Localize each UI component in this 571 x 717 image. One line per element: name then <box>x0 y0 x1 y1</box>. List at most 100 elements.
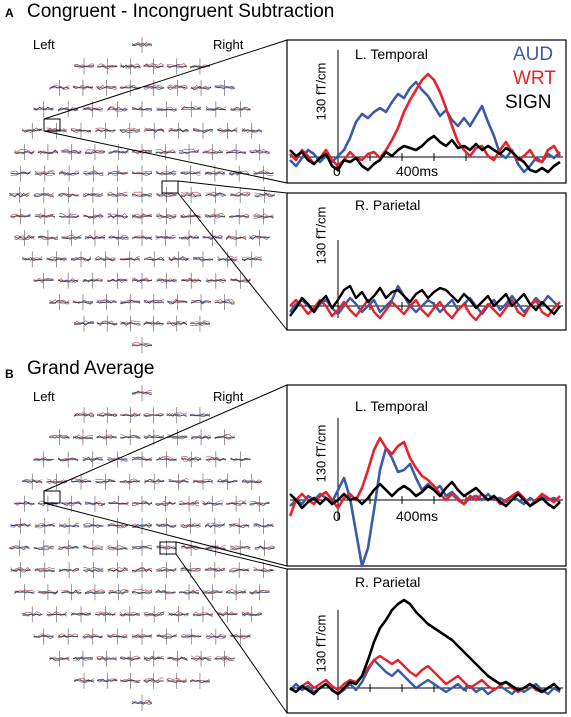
sensor-glyph <box>204 517 226 534</box>
sensor-glyph <box>214 650 235 667</box>
inset-b-parietal-region: R. Parietal <box>355 574 421 590</box>
sensor-glyph <box>181 272 202 289</box>
sensor-glyph <box>225 144 247 161</box>
sensor-glyph <box>49 79 70 96</box>
sensor-glyph <box>14 229 35 246</box>
sensor-glyph <box>37 584 59 601</box>
sensor-glyph <box>107 272 128 289</box>
sensor-glyph <box>178 144 200 161</box>
panel-b-left-label: Left <box>33 389 55 404</box>
sensor-glyph <box>241 606 262 623</box>
sensor-glyph <box>82 272 103 289</box>
sensor-glyph <box>168 473 189 490</box>
sensor-glyph <box>107 165 128 182</box>
sensor-glyph <box>241 473 262 490</box>
sensor-glyph <box>180 562 201 579</box>
sensor-glyph <box>58 165 80 182</box>
ylabel-wrap: 130 fT/cm <box>313 600 329 710</box>
zoom-box-a-parietal <box>161 180 179 194</box>
inset-b-temporal-region: L. Temporal <box>355 398 428 414</box>
sensor-glyph <box>14 144 35 161</box>
sensor-glyph <box>254 187 275 203</box>
sensor-glyph <box>73 315 95 332</box>
sensor-glyph <box>241 251 262 268</box>
sensor-glyph <box>61 495 82 512</box>
inset-b-parietal-ylabel: 130 fT/cm <box>313 614 329 673</box>
sensor-glyph <box>22 251 43 268</box>
sensor-glyph <box>131 540 153 556</box>
sensor-glyph <box>120 672 141 689</box>
sensor-glyph <box>168 122 189 139</box>
inset-b-temporal-ylabel: 130 fT/cm <box>313 424 329 483</box>
sensor-glyph <box>34 165 56 182</box>
sensor-glyph <box>230 272 251 289</box>
sensor-glyph <box>120 315 141 332</box>
sensor-glyph <box>108 144 129 161</box>
sensor-glyph <box>190 79 212 96</box>
sensor-glyph <box>217 251 238 268</box>
sensor-glyph <box>228 208 250 225</box>
sensor-glyph <box>96 429 117 446</box>
sensor-glyph <box>57 628 79 645</box>
sensor-glyph <box>156 272 177 289</box>
sensor-glyph <box>167 79 188 96</box>
sensor-glyph <box>155 495 176 512</box>
sensor-glyph <box>14 584 35 601</box>
sensor-glyph <box>230 451 251 468</box>
sensor-glyph <box>70 251 92 268</box>
sensor-glyph <box>180 540 202 556</box>
sensor-glyph <box>156 187 177 203</box>
sensor-glyph <box>33 451 54 468</box>
sensor-glyph <box>192 473 214 490</box>
sensor-glyph <box>131 208 153 225</box>
sensor-glyph <box>119 251 141 268</box>
sensor-glyph <box>22 473 43 490</box>
sensor-glyph <box>180 517 201 534</box>
sensor-glyph <box>204 562 226 579</box>
sensor-glyph <box>131 451 153 468</box>
sensor-glyph <box>33 540 54 556</box>
sensor-glyph <box>253 562 274 579</box>
sensor-glyph <box>217 122 238 139</box>
sensor-glyph <box>84 495 106 512</box>
sensor-glyph <box>72 650 93 667</box>
sensor-glyph <box>180 165 201 182</box>
sensor-glyph <box>33 187 55 203</box>
sensor-glyph <box>107 208 128 225</box>
connector <box>43 384 288 492</box>
sensor-glyph <box>217 606 238 623</box>
sensor-glyph <box>96 294 117 311</box>
sensor-glyph <box>84 584 106 601</box>
sensor-glyph <box>95 473 116 490</box>
sensor-glyph <box>108 229 129 246</box>
sensor-glyph <box>131 584 153 601</box>
sensor-glyph <box>143 407 164 424</box>
connector <box>177 180 288 194</box>
sensor-glyph <box>168 251 189 268</box>
sensor-glyph <box>82 101 103 118</box>
sensor-glyph <box>96 315 118 332</box>
sensor-glyph <box>9 187 30 203</box>
sensor-glyph <box>58 562 80 579</box>
sensor-glyph <box>61 229 82 246</box>
sensor-glyph <box>202 495 223 512</box>
sensor-glyph <box>131 562 153 579</box>
sensor-glyph <box>70 122 92 139</box>
sensor-glyph <box>73 407 95 424</box>
sensor-glyph <box>10 517 31 534</box>
sensor-glyph <box>107 187 128 203</box>
sensor-glyph <box>143 473 165 490</box>
sensor-glyph <box>192 251 214 268</box>
sensor-glyph <box>225 229 247 246</box>
sensor-array-a <box>9 37 275 353</box>
sensor-glyph <box>107 628 128 645</box>
sensor-glyph <box>46 251 67 268</box>
sensor-glyph <box>120 429 141 446</box>
sensor-glyph <box>192 606 214 623</box>
panel-b-title: Grand Average <box>27 358 155 379</box>
sensor-glyph <box>96 79 117 96</box>
sensor-glyph <box>253 165 274 182</box>
sensor-glyph <box>33 628 54 645</box>
sensor-glyph <box>131 628 153 645</box>
